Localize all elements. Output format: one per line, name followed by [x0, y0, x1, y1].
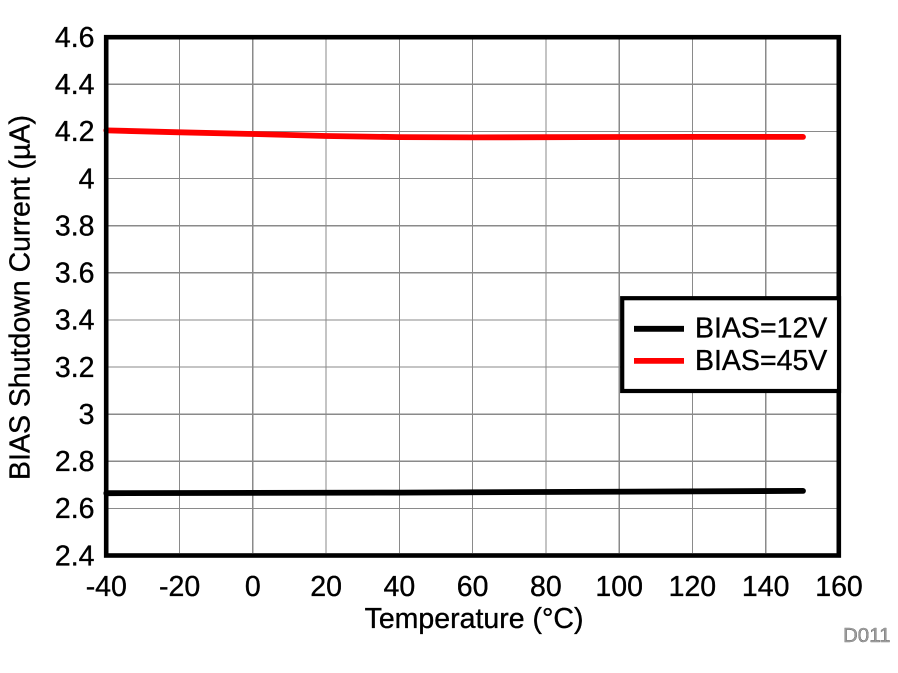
- svg-text:D011: D011: [843, 624, 891, 647]
- svg-text:4.2: 4.2: [55, 116, 95, 148]
- svg-text:0: 0: [245, 571, 261, 603]
- svg-text:4: 4: [79, 163, 95, 195]
- svg-text:160: 160: [815, 571, 863, 603]
- svg-text:140: 140: [742, 571, 790, 603]
- svg-text:2.4: 2.4: [55, 540, 95, 572]
- svg-text:3.4: 3.4: [55, 305, 95, 337]
- svg-text:-20: -20: [159, 571, 200, 603]
- svg-text:Temperature (°C): Temperature (°C): [365, 603, 584, 635]
- svg-text:-40: -40: [86, 571, 127, 603]
- svg-text:BIAS=12V: BIAS=12V: [695, 313, 827, 345]
- svg-text:3.2: 3.2: [55, 352, 95, 384]
- svg-text:4.4: 4.4: [55, 69, 95, 101]
- svg-text:20: 20: [310, 571, 342, 603]
- svg-text:60: 60: [457, 571, 489, 603]
- svg-text:2.8: 2.8: [55, 446, 95, 478]
- svg-text:3: 3: [79, 399, 95, 431]
- svg-text:BIAS Shutdown Current (µA): BIAS Shutdown Current (µA): [4, 115, 36, 480]
- svg-text:80: 80: [530, 571, 562, 603]
- svg-text:3.6: 3.6: [55, 258, 95, 290]
- svg-text:2.6: 2.6: [55, 493, 95, 525]
- svg-text:120: 120: [669, 571, 717, 603]
- svg-text:4.6: 4.6: [55, 22, 95, 54]
- svg-text:40: 40: [384, 571, 416, 603]
- svg-text:BIAS=45V: BIAS=45V: [695, 345, 827, 377]
- svg-text:3.8: 3.8: [55, 211, 95, 243]
- svg-text:100: 100: [595, 571, 643, 603]
